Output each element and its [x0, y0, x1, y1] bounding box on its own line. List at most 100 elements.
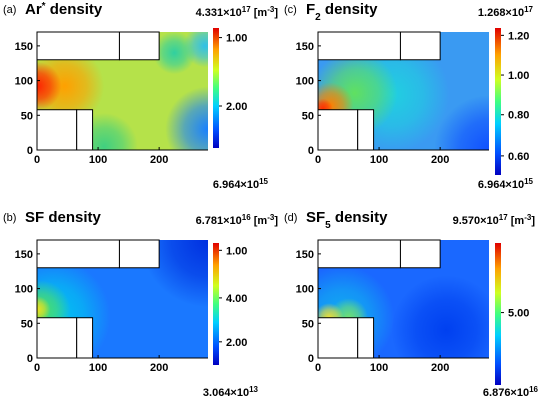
colorbar-max-part: ] — [274, 215, 278, 227]
electrode — [36, 239, 120, 269]
panel-title-part: density — [46, 1, 103, 18]
y-tick-label: 150 — [15, 41, 33, 53]
colorbar-label: 1.00 — [508, 70, 529, 82]
panel-label: (a) — [3, 4, 16, 16]
colorbar-min-part: 15 — [259, 177, 268, 186]
electrode — [357, 317, 375, 359]
y-tick-label: 100 — [296, 284, 314, 296]
y-tick-label: 50 — [21, 318, 33, 330]
field-blob — [391, 275, 489, 358]
panel-title-part: * — [42, 1, 46, 12]
colorbar — [495, 28, 501, 175]
colorbar-max-part: 1.268×10 — [478, 7, 524, 19]
colorbar-max-part: 16 — [242, 213, 251, 222]
x-tick-label: 100 — [89, 154, 107, 166]
panel-label: (c) — [284, 4, 297, 16]
y-tick-label: 50 — [302, 318, 314, 330]
colorbar-max-part: -3 — [267, 5, 275, 14]
panel-title-part: SF — [306, 209, 325, 226]
electrode — [36, 317, 78, 359]
x-tick-label: 0 — [315, 362, 321, 374]
panel-title-part: 2 — [315, 12, 321, 23]
colorbar-max-part: 17 — [242, 5, 251, 14]
field-blob — [434, 95, 489, 150]
colorbar-min-part: 6.964×10 — [478, 179, 524, 191]
colorbar-min-part: 3.064×10 — [203, 387, 249, 399]
colorbar-max: 9.570×1017 [m-3] — [453, 213, 536, 228]
panel-title-part: density — [321, 1, 378, 18]
colorbar-min: 3.064×1013 — [203, 385, 259, 400]
electrode — [36, 109, 78, 151]
x-tick-label: 200 — [431, 362, 449, 374]
panel-title: SF density — [25, 209, 102, 226]
electrode — [317, 239, 401, 269]
colorbar-max-part: [m — [251, 7, 268, 19]
colorbar-max-part: ] — [531, 215, 535, 227]
colorbar-label: 2.00 — [226, 337, 247, 349]
y-tick-label: 50 — [21, 110, 33, 122]
colorbar-min-part: 6.964×10 — [213, 179, 259, 191]
colorbar — [213, 243, 219, 365]
field-blob — [140, 240, 208, 308]
colorbar-label: 2.00 — [226, 101, 247, 113]
electrode — [317, 31, 401, 61]
colorbar-label: 0.80 — [508, 110, 529, 122]
colorbar-max: 4.331×1017 [m-3] — [196, 5, 279, 20]
colorbar-min-part: 6.876×10 — [483, 387, 529, 399]
colorbar-max-part: 6.781×10 — [196, 215, 242, 227]
colorbar-min-part: 13 — [249, 385, 258, 394]
colorbar — [495, 243, 501, 385]
y-tick-label: 0 — [27, 353, 33, 365]
y-tick-label: 100 — [15, 76, 33, 88]
colorbar-label: 1.20 — [508, 30, 529, 42]
colorbar-max-part: [m — [251, 215, 268, 227]
y-tick-label: 150 — [296, 249, 314, 261]
y-tick-label: 150 — [15, 249, 33, 261]
colorbar-max-part: -3 — [267, 213, 275, 222]
panel-title: Ar* density — [25, 1, 103, 19]
colorbar-label: 0.60 — [508, 151, 529, 163]
colorbar-min-part: 16 — [529, 385, 538, 394]
electrode — [118, 239, 160, 269]
x-tick-label: 0 — [315, 154, 321, 166]
panel-title: SF5 density — [306, 209, 388, 231]
field-blob — [37, 46, 105, 126]
y-tick-label: 0 — [308, 145, 314, 157]
colorbar-max-part: 4.331×10 — [196, 7, 242, 19]
x-tick-label: 200 — [150, 154, 168, 166]
colorbar-label: 1.00 — [226, 245, 247, 257]
colorbar-min: 6.964×1015 — [213, 177, 269, 192]
electrode — [399, 239, 441, 269]
panel-title-part: F — [306, 1, 315, 18]
field-blob — [153, 32, 196, 75]
y-tick-label: 0 — [27, 145, 33, 157]
colorbar-max-part: [m — [508, 215, 525, 227]
y-tick-label: 150 — [296, 41, 314, 53]
electrode — [357, 109, 375, 151]
colorbar-min-part: 15 — [524, 177, 533, 186]
colorbar-max-part: 9.570×10 — [453, 215, 499, 227]
panel-label: (d) — [284, 212, 297, 224]
colorbar-max-part: 17 — [524, 5, 533, 14]
electrode — [317, 109, 359, 151]
panel-label: (b) — [3, 212, 16, 224]
electrode — [399, 31, 441, 61]
panel-title-part: Ar — [25, 1, 42, 18]
electrode — [317, 317, 359, 359]
colorbar-label: 5.00 — [508, 308, 529, 320]
field-blob — [37, 61, 62, 111]
field-blob — [37, 295, 51, 323]
panel-title: F2 density — [306, 1, 378, 23]
field-blob — [165, 86, 208, 150]
x-tick-label: 0 — [34, 154, 40, 166]
colorbar-min: 6.964×1015 — [478, 177, 534, 192]
electrode — [118, 31, 160, 61]
panel-title-part: 5 — [325, 220, 331, 231]
colorbar-label: 4.00 — [226, 293, 247, 305]
colorbar-max-part: ] — [274, 7, 278, 19]
x-tick-label: 100 — [370, 362, 388, 374]
colorbar — [213, 28, 219, 148]
colorbar-max-part: -3 — [524, 213, 532, 222]
y-tick-label: 50 — [302, 110, 314, 122]
